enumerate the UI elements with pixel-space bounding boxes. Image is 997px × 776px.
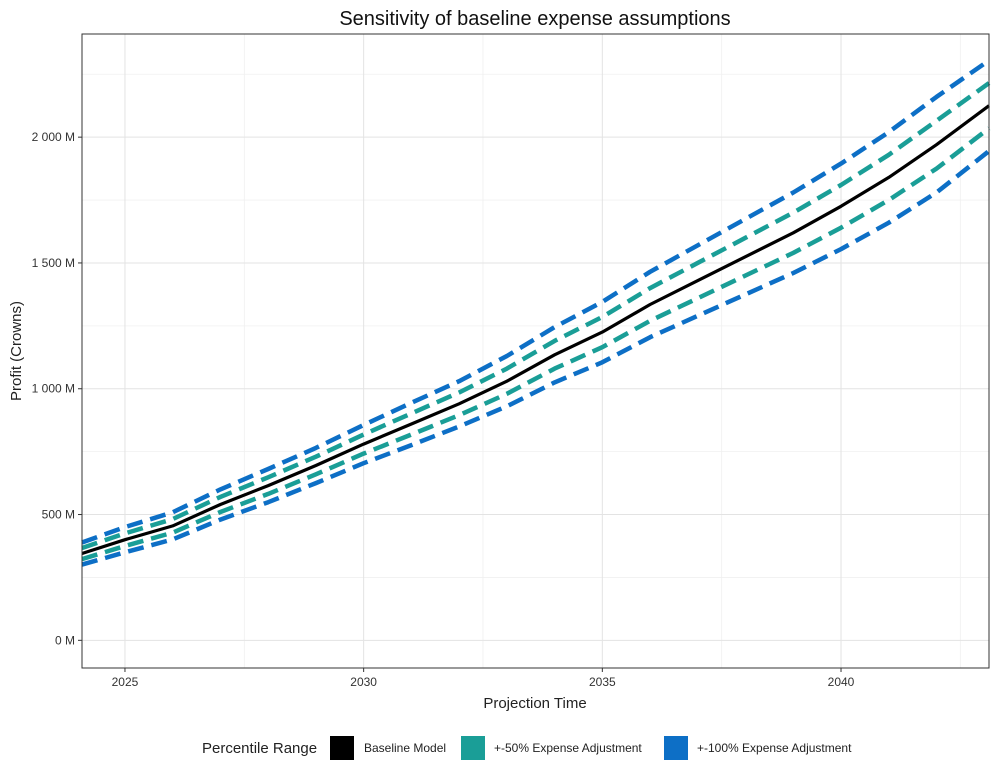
plot-border [81, 33, 990, 669]
x-tick-label: 2030 [350, 675, 377, 689]
y-axis-title: Profit (Crowns) [8, 301, 25, 401]
x-axis-title: Projection Time [483, 695, 586, 712]
series-line-100pct [81, 149, 991, 567]
series-line-100pct [81, 58, 991, 545]
legend-label-100pct: +-100% Expense Adjustment [697, 741, 852, 755]
x-axis: 2025 2030 2035 2040 [112, 668, 855, 689]
x-tick-label: 2040 [828, 675, 855, 689]
x-tick-label: 2035 [589, 675, 616, 689]
series-line-50pct [81, 81, 991, 551]
legend-label-baseline: Baseline Model [364, 741, 446, 755]
legend-label-50pct: +-50% Expense Adjustment [494, 741, 642, 755]
y-tick-label: 1 000 M [32, 382, 75, 396]
legend-key-100pct [664, 736, 688, 760]
chart-title: Sensitivity of baseline expense assumpti… [339, 8, 730, 30]
series-line-50pct [81, 126, 991, 562]
series-layer [81, 58, 991, 567]
minor-gridlines [82, 34, 989, 668]
y-axis: 0 M 500 M 1 000 M 1 500 M 2 000 M [32, 130, 82, 647]
legend: Percentile Range Baseline Model +-50% Ex… [202, 736, 852, 760]
legend-title: Percentile Range [202, 740, 317, 757]
legend-key-50pct [461, 736, 485, 760]
x-tick-label: 2025 [112, 675, 139, 689]
legend-key-baseline [330, 736, 354, 760]
y-tick-label: 2 000 M [32, 130, 75, 144]
major-gridlines [82, 34, 989, 668]
series-line-baseline [81, 104, 990, 556]
y-tick-label: 500 M [42, 508, 75, 522]
y-tick-label: 1 500 M [32, 256, 75, 270]
y-tick-label: 0 M [55, 633, 75, 647]
